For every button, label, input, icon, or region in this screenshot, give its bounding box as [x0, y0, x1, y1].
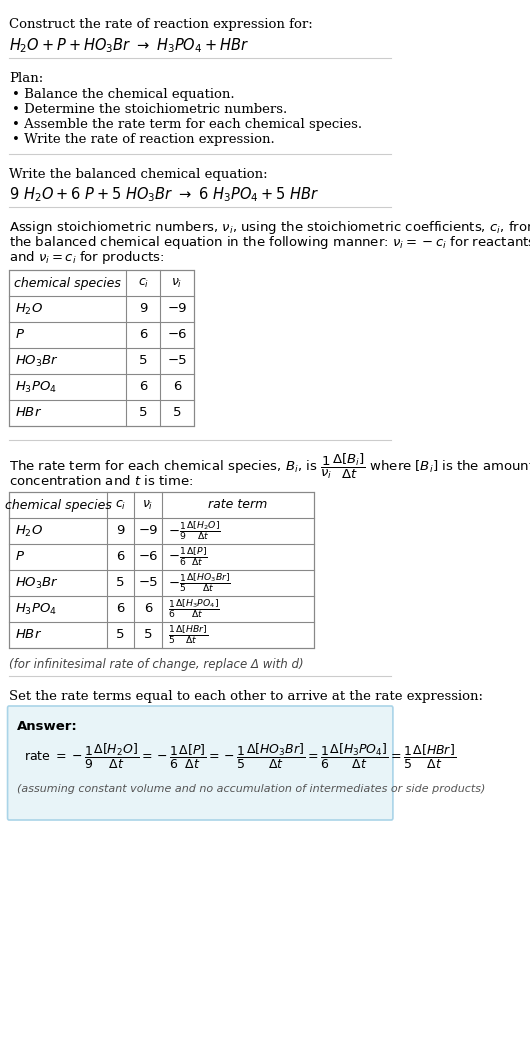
Text: 5: 5 — [139, 354, 147, 368]
Text: $H_3PO_4$: $H_3PO_4$ — [15, 379, 57, 395]
Text: • Write the rate of reaction expression.: • Write the rate of reaction expression. — [12, 133, 275, 146]
Text: 6: 6 — [139, 328, 147, 342]
Text: 6: 6 — [173, 380, 181, 394]
Text: • Balance the chemical equation.: • Balance the chemical equation. — [12, 88, 235, 101]
Text: concentration and $t$ is time:: concentration and $t$ is time: — [9, 474, 193, 488]
FancyBboxPatch shape — [7, 706, 393, 820]
Text: $H_3PO_4$: $H_3PO_4$ — [15, 601, 57, 617]
Text: rate term: rate term — [208, 498, 268, 512]
Text: • Determine the stoichiometric numbers.: • Determine the stoichiometric numbers. — [12, 103, 287, 116]
Text: $HBr$: $HBr$ — [15, 406, 42, 420]
Text: (assuming constant volume and no accumulation of intermediates or side products): (assuming constant volume and no accumul… — [16, 784, 485, 794]
Text: • Assemble the rate term for each chemical species.: • Assemble the rate term for each chemic… — [12, 118, 362, 131]
Text: 6: 6 — [144, 602, 152, 616]
Text: Answer:: Answer: — [16, 720, 77, 733]
Text: $H_2O$: $H_2O$ — [15, 523, 43, 539]
Text: 5: 5 — [144, 628, 152, 642]
Text: 5: 5 — [173, 406, 181, 420]
Text: −5: −5 — [138, 576, 158, 590]
Text: $H_2O + P + HO_3Br\ \rightarrow\ H_3PO_4 + HBr$: $H_2O + P + HO_3Br\ \rightarrow\ H_3PO_4… — [9, 36, 249, 54]
Text: $P$: $P$ — [15, 550, 25, 564]
Text: 9: 9 — [116, 524, 125, 538]
Text: 5: 5 — [139, 406, 147, 420]
Text: −6: −6 — [167, 328, 187, 342]
Text: Plan:: Plan: — [9, 72, 43, 85]
Text: 6: 6 — [139, 380, 147, 394]
Text: −5: −5 — [167, 354, 187, 368]
Text: Write the balanced chemical equation:: Write the balanced chemical equation: — [9, 168, 268, 181]
Text: $HO_3Br$: $HO_3Br$ — [15, 575, 59, 591]
Text: The rate term for each chemical species, $B_i$, is $\dfrac{1}{\nu_i}\dfrac{\Delt: The rate term for each chemical species,… — [9, 452, 530, 481]
Bar — [9, 492, 314, 648]
Bar — [9, 270, 194, 426]
Text: 6: 6 — [116, 550, 125, 564]
Text: $c_i$: $c_i$ — [115, 498, 126, 512]
Text: $HBr$: $HBr$ — [15, 628, 42, 642]
Text: $HO_3Br$: $HO_3Br$ — [15, 353, 59, 369]
Text: chemical species: chemical species — [5, 498, 112, 512]
Text: $9\ H_2O + 6\ P + 5\ HO_3Br\ \rightarrow\ 6\ H_3PO_4 + 5\ HBr$: $9\ H_2O + 6\ P + 5\ HO_3Br\ \rightarrow… — [9, 185, 320, 203]
Text: $-\frac{1}{6}\frac{\Delta[P]}{\Delta t}$: $-\frac{1}{6}\frac{\Delta[P]}{\Delta t}$ — [169, 546, 208, 568]
Text: Set the rate terms equal to each other to arrive at the rate expression:: Set the rate terms equal to each other t… — [9, 690, 483, 703]
Text: $P$: $P$ — [15, 328, 25, 342]
Text: 6: 6 — [116, 602, 125, 616]
Text: Assign stoichiometric numbers, $\nu_i$, using the stoichiometric coefficients, $: Assign stoichiometric numbers, $\nu_i$, … — [9, 219, 530, 235]
Text: $\nu_i$: $\nu_i$ — [172, 276, 183, 290]
Text: rate $= -\dfrac{1}{9}\dfrac{\Delta[H_2O]}{\Delta t} = -\dfrac{1}{6}\dfrac{\Delta: rate $= -\dfrac{1}{9}\dfrac{\Delta[H_2O]… — [24, 742, 456, 771]
Text: $H_2O$: $H_2O$ — [15, 301, 43, 317]
Text: −6: −6 — [138, 550, 158, 564]
Text: the balanced chemical equation in the following manner: $\nu_i = -c_i$ for react: the balanced chemical equation in the fo… — [9, 234, 530, 251]
Text: $-\frac{1}{9}\frac{\Delta[H_2O]}{\Delta t}$: $-\frac{1}{9}\frac{\Delta[H_2O]}{\Delta … — [169, 520, 222, 543]
Text: chemical species: chemical species — [14, 276, 121, 290]
Text: $c_i$: $c_i$ — [138, 276, 149, 290]
Text: and $\nu_i = c_i$ for products:: and $\nu_i = c_i$ for products: — [9, 249, 165, 266]
Text: $-\frac{1}{5}\frac{\Delta[HO_3Br]}{\Delta t}$: $-\frac{1}{5}\frac{\Delta[HO_3Br]}{\Delt… — [169, 572, 231, 594]
Text: 5: 5 — [116, 628, 125, 642]
Text: (for infinitesimal rate of change, replace Δ with d): (for infinitesimal rate of change, repla… — [9, 658, 304, 671]
Text: 5: 5 — [116, 576, 125, 590]
Text: $\frac{1}{5}\frac{\Delta[HBr]}{\Delta t}$: $\frac{1}{5}\frac{\Delta[HBr]}{\Delta t}… — [169, 624, 208, 646]
Text: 9: 9 — [139, 302, 147, 316]
Text: Construct the rate of reaction expression for:: Construct the rate of reaction expressio… — [9, 18, 313, 31]
Text: −9: −9 — [167, 302, 187, 316]
Text: $\nu_i$: $\nu_i$ — [143, 498, 154, 512]
Text: $\frac{1}{6}\frac{\Delta[H_3PO_4]}{\Delta t}$: $\frac{1}{6}\frac{\Delta[H_3PO_4]}{\Delt… — [169, 597, 220, 620]
Text: −9: −9 — [138, 524, 158, 538]
